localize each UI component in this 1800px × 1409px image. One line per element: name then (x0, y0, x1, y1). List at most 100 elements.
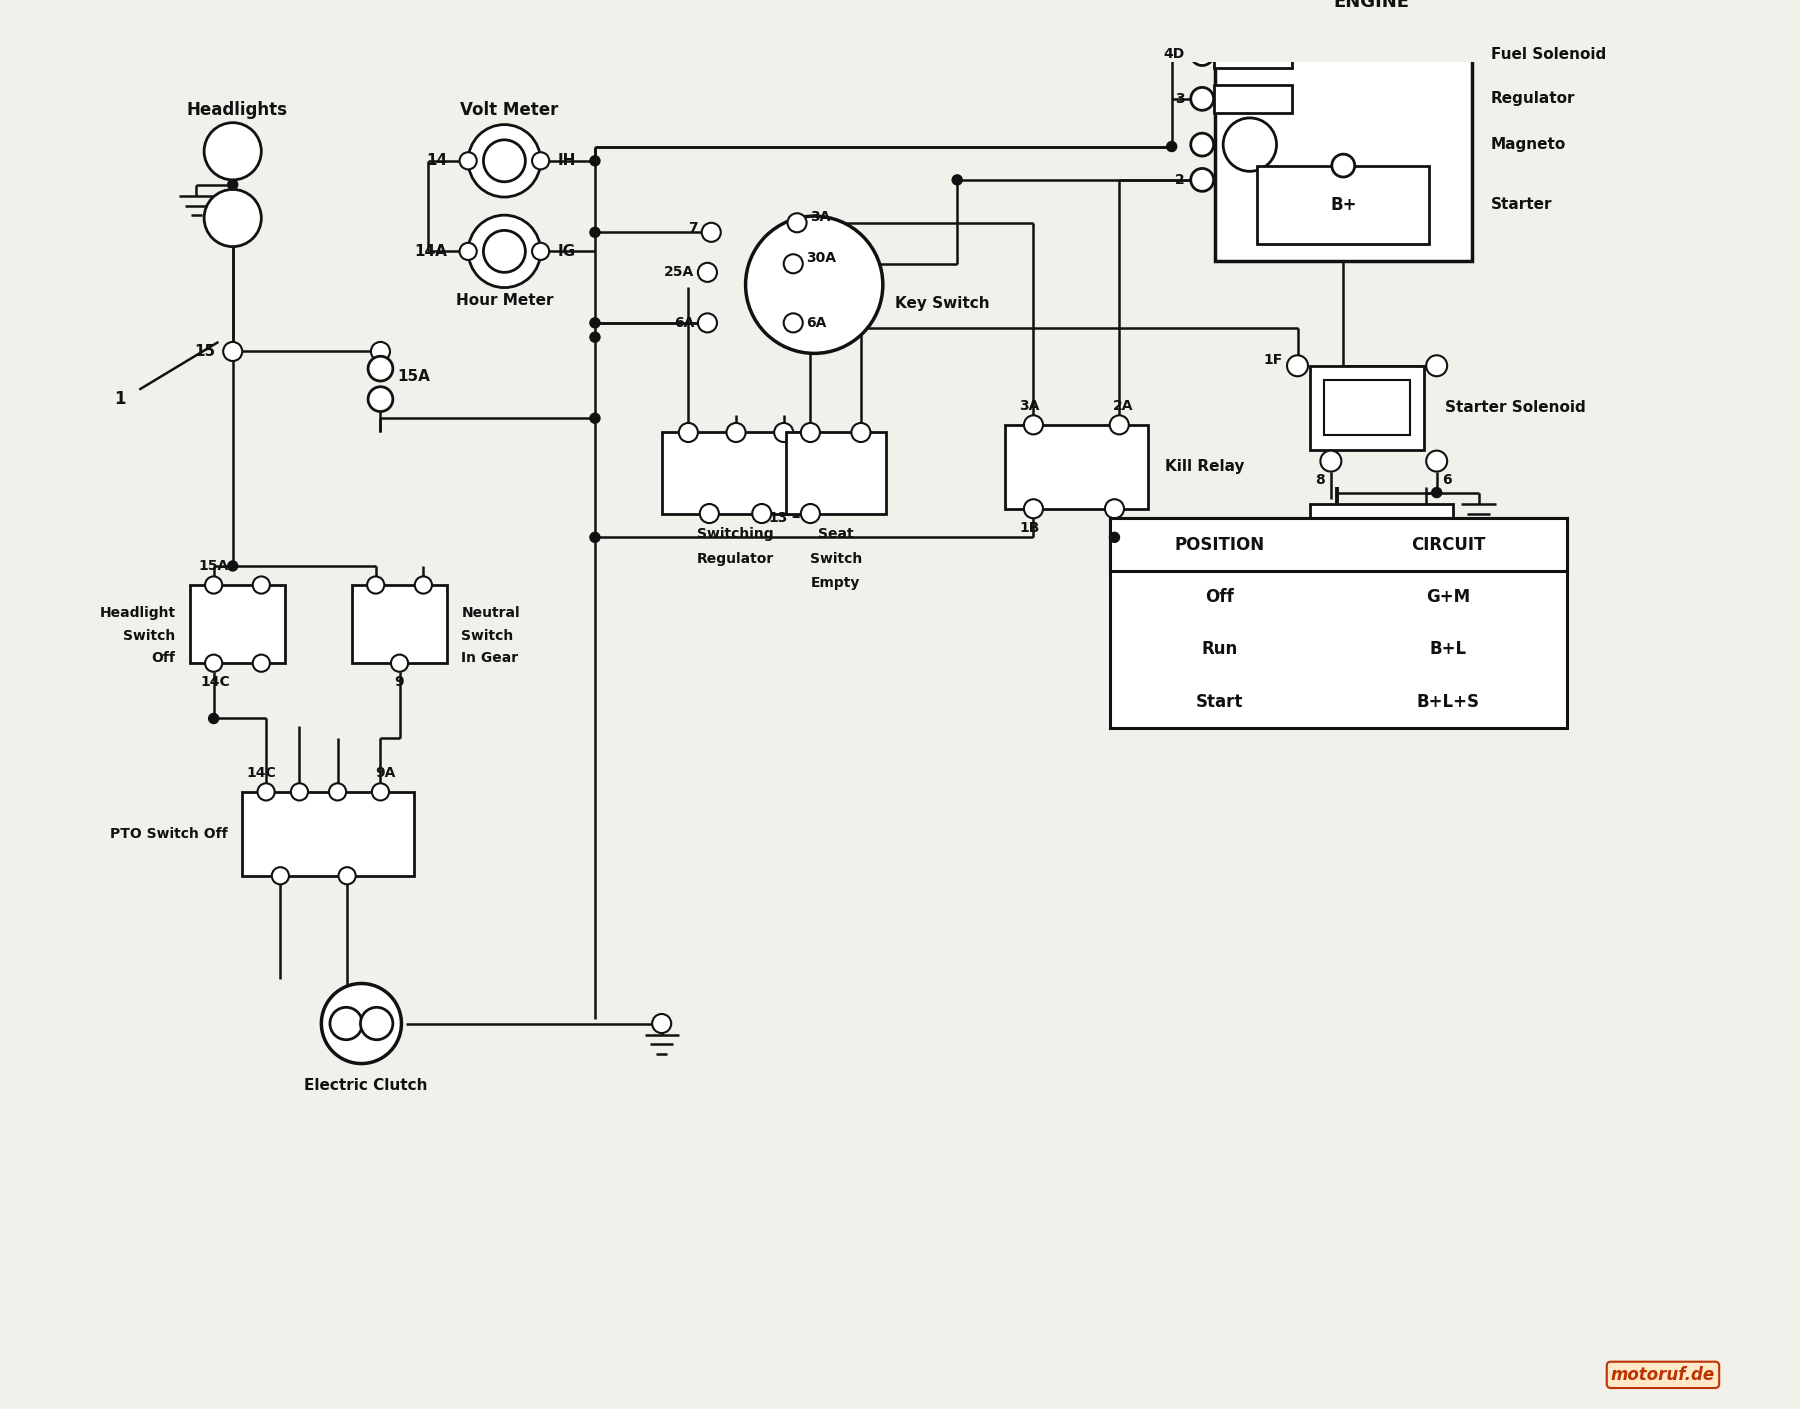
Text: −: − (1418, 526, 1435, 544)
Text: 8: 8 (1316, 473, 1325, 488)
Circle shape (1192, 87, 1213, 110)
Circle shape (1105, 499, 1123, 519)
Circle shape (227, 179, 238, 190)
Text: 1: 1 (115, 390, 126, 409)
Text: 2: 2 (1175, 173, 1184, 187)
Circle shape (338, 867, 356, 885)
Text: +: + (1330, 526, 1343, 544)
Text: motoruf.de: motoruf.de (1611, 1365, 1715, 1384)
Text: motoruf: motoruf (1640, 1365, 1715, 1384)
Text: Starter: Starter (1490, 197, 1553, 213)
Circle shape (702, 223, 720, 242)
Circle shape (371, 342, 391, 361)
Circle shape (292, 783, 308, 800)
Bar (1004, 426, 1148, 509)
Circle shape (533, 242, 549, 259)
Text: B+: B+ (1330, 196, 1357, 214)
Text: IH: IH (558, 154, 576, 168)
Bar (1325, 380, 1409, 435)
Text: 6A: 6A (673, 316, 695, 330)
Text: B+L: B+L (1429, 640, 1467, 658)
Circle shape (745, 216, 882, 354)
Text: 1B: 1B (1019, 521, 1040, 535)
Circle shape (203, 123, 261, 180)
Circle shape (700, 504, 718, 523)
Circle shape (329, 783, 346, 800)
Circle shape (209, 713, 220, 724)
Bar (243, 792, 414, 876)
Circle shape (484, 139, 526, 182)
Text: Switch: Switch (810, 552, 862, 565)
Circle shape (533, 152, 549, 169)
Text: Kill Relay: Kill Relay (1165, 459, 1244, 475)
Bar (189, 585, 284, 664)
Circle shape (1224, 118, 1276, 172)
Text: Switch: Switch (122, 628, 176, 643)
Bar (1111, 519, 1568, 571)
Text: 3A: 3A (1019, 399, 1040, 413)
Circle shape (257, 783, 275, 800)
Text: Fuel Solenoid: Fuel Solenoid (1490, 46, 1606, 62)
Circle shape (367, 576, 383, 593)
Text: 15A: 15A (398, 369, 430, 383)
Text: 15: 15 (194, 344, 216, 359)
Circle shape (272, 867, 290, 885)
Circle shape (1321, 451, 1341, 472)
Bar (1258, 166, 1429, 244)
Text: Switch: Switch (461, 628, 513, 643)
Circle shape (652, 1014, 671, 1033)
Text: Start: Start (1195, 693, 1244, 710)
Text: ENGINE: ENGINE (1334, 0, 1409, 11)
Text: 13: 13 (769, 511, 788, 526)
Text: 9: 9 (394, 675, 405, 689)
Text: IG: IG (558, 244, 576, 259)
Circle shape (1426, 355, 1447, 376)
Bar (785, 433, 886, 513)
Text: 14C: 14C (200, 675, 230, 689)
Circle shape (1426, 451, 1447, 472)
Text: 6: 6 (1442, 473, 1453, 488)
Circle shape (589, 227, 601, 238)
Circle shape (1192, 134, 1213, 156)
Text: Neutral: Neutral (461, 606, 520, 620)
Text: Run: Run (1201, 640, 1237, 658)
Text: 1F: 1F (1264, 354, 1282, 368)
Circle shape (727, 423, 745, 442)
Circle shape (952, 175, 963, 186)
Text: Hour Meter: Hour Meter (455, 293, 553, 309)
Circle shape (329, 1007, 362, 1040)
Circle shape (468, 216, 540, 287)
Circle shape (1192, 42, 1213, 65)
Bar (662, 433, 810, 513)
Circle shape (1166, 141, 1177, 152)
Circle shape (851, 423, 871, 442)
Circle shape (484, 231, 526, 272)
Text: Headlight: Headlight (99, 606, 176, 620)
Text: Magneto: Magneto (1490, 137, 1566, 152)
Circle shape (1024, 416, 1042, 434)
Text: Starter Solenoid: Starter Solenoid (1445, 400, 1586, 416)
Text: 30A: 30A (806, 251, 837, 265)
Text: 12A: 12A (790, 506, 821, 520)
Text: Seat: Seat (817, 527, 853, 541)
Text: 7: 7 (688, 221, 698, 234)
Text: 6A: 6A (806, 316, 826, 330)
Text: 14: 14 (427, 154, 446, 168)
Text: Off: Off (1204, 588, 1233, 606)
Bar (1213, 85, 1292, 113)
Circle shape (223, 342, 243, 361)
Text: G+M: G+M (1426, 588, 1471, 606)
Text: Key Switch: Key Switch (895, 296, 990, 311)
Circle shape (1431, 488, 1442, 499)
Text: Volt Meter: Volt Meter (461, 101, 558, 120)
Circle shape (788, 213, 806, 232)
Circle shape (227, 561, 238, 572)
Circle shape (1111, 416, 1129, 434)
Circle shape (252, 576, 270, 593)
Bar (351, 585, 446, 664)
Circle shape (801, 423, 821, 442)
Bar (1111, 519, 1568, 728)
Text: B+L+S: B+L+S (1417, 693, 1480, 710)
Text: PTO Switch Off: PTO Switch Off (110, 827, 229, 841)
Text: Empty: Empty (812, 576, 860, 590)
